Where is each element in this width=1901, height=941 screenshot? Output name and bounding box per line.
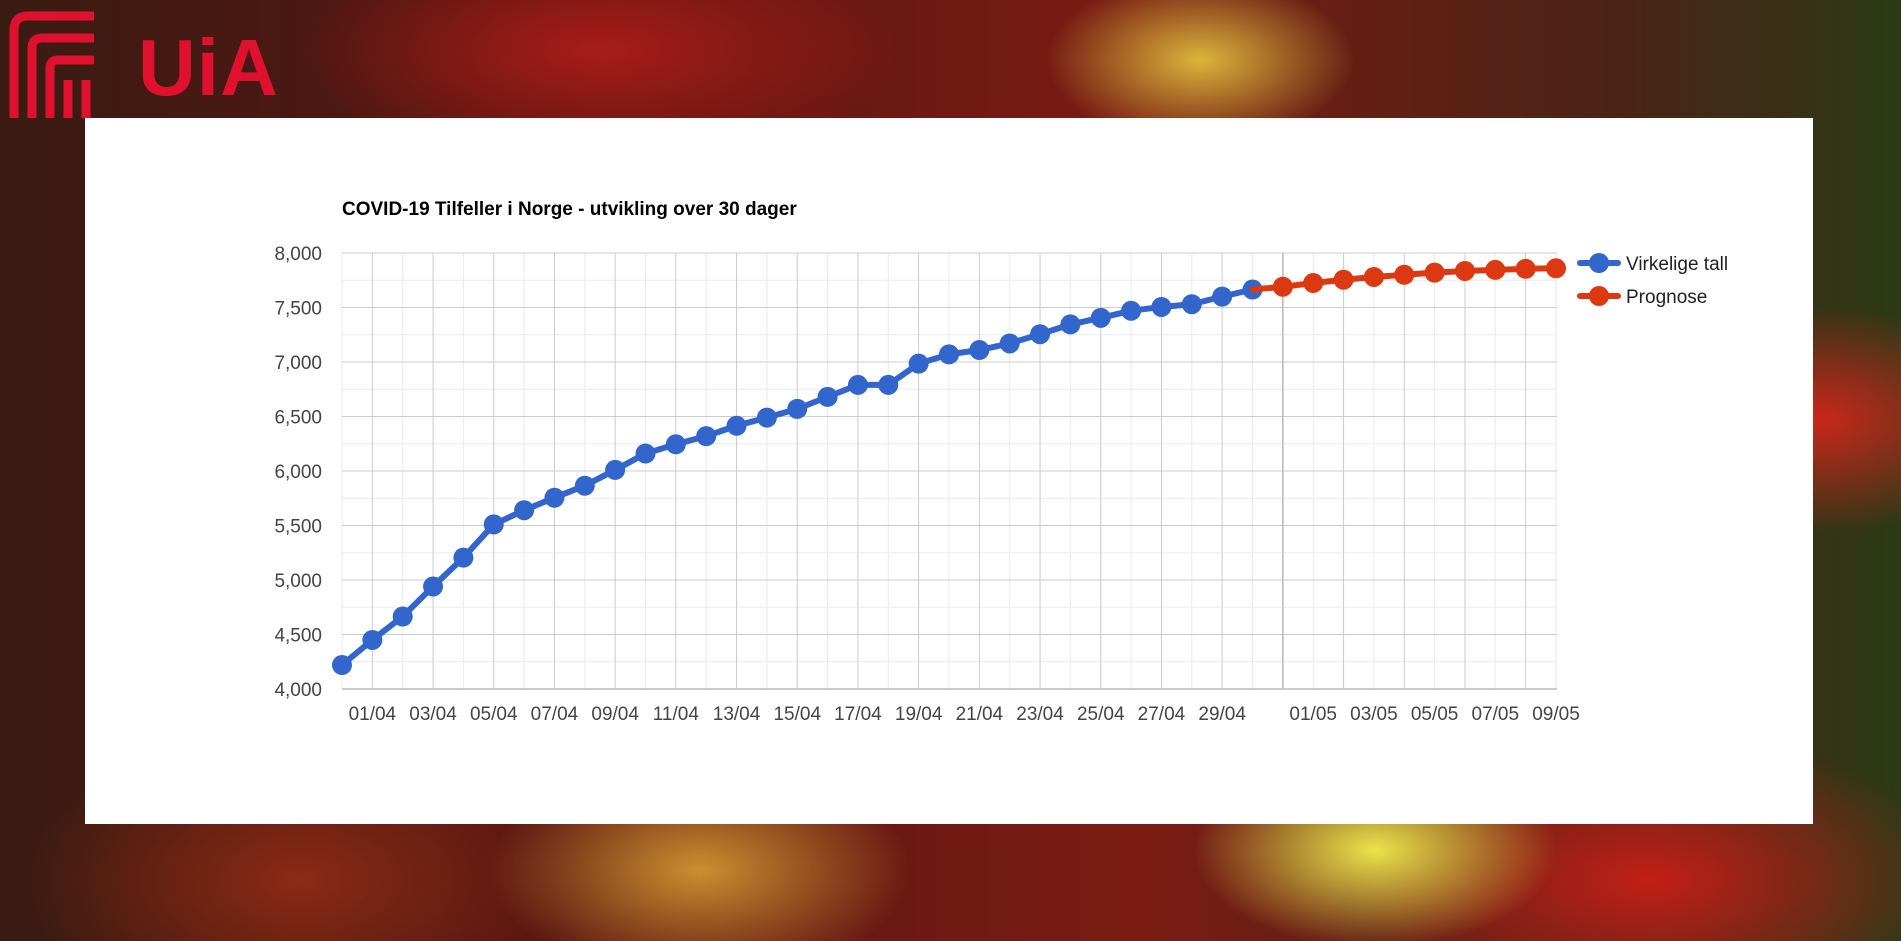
legend-label: Prognose [1626,287,1707,308]
x-tick-label: 03/05 [1350,704,1398,725]
series-layer [332,258,1566,676]
data-point [483,514,504,535]
x-tick-label: 17/04 [834,704,882,725]
legend-swatch-dot [1589,253,1609,273]
data-point [1030,324,1051,345]
y-tick-label: 4,500 [274,626,322,647]
data-point [1485,259,1506,280]
data-point [574,475,595,496]
data-point [392,606,413,627]
y-tick-label: 6,000 [274,462,322,483]
data-point [1181,294,1202,315]
data-point [1090,307,1111,328]
x-tick-label: 29/04 [1198,704,1246,725]
y-tick-label: 7,500 [274,299,322,320]
x-tick-label: 05/05 [1411,704,1459,725]
x-axis-ticks: 01/04 03/04 05/04 07/04 09/04 11/04 13/04 15/04… [349,704,1580,725]
series-line [1279,265,1559,290]
legend-swatch-dot [1589,286,1609,306]
x-tick-label: 13/04 [713,704,761,725]
data-point [1272,276,1293,297]
data-point [999,333,1020,354]
x-tick-label: 07/05 [1472,704,1520,725]
x-tick-label: 09/05 [1532,704,1580,725]
x-tick-label: 19/04 [895,704,943,725]
data-point [605,459,626,480]
data-point [817,386,838,407]
data-point [453,547,474,568]
x-tick-label: 27/04 [1138,704,1186,725]
legend-label: Virkelige tall [1626,254,1728,275]
data-point [969,340,990,361]
data-point [847,374,868,395]
x-tick-label: 11/04 [653,704,700,725]
data-point [544,487,565,508]
x-tick-label: 25/04 [1077,704,1125,725]
x-tick-label: 01/04 [349,704,397,725]
data-point [1394,264,1415,285]
legend: Virkelige tall Prognose [1577,253,1728,308]
data-point [939,344,959,365]
y-tick-label: 8,000 [274,244,322,265]
data-point [423,576,444,597]
uia-logo-text: UiA [138,23,279,112]
y-tick-label: 5,500 [274,517,322,538]
data-point [362,629,383,650]
uia-logo-mark [9,11,94,118]
y-tick-label: 6,500 [274,408,322,429]
data-point [635,443,656,464]
x-tick-label: 01/05 [1289,704,1337,725]
y-tick-label: 7,000 [274,353,322,374]
major-gridlines [342,252,1557,690]
data-point [332,655,352,676]
data-point [878,374,899,395]
data-point [1424,262,1445,283]
data-point [1515,258,1536,279]
data-point [1060,314,1081,335]
y-tick-label: 4,000 [274,680,322,701]
x-tick-label: 21/04 [956,704,1004,725]
data-point [908,353,929,374]
x-tick-label: 09/04 [591,704,639,725]
chart-title: COVID-19 Tilfeller i Norge - utvikling o… [342,199,797,220]
data-point [726,415,747,436]
uia-logo: UiA [8,8,288,120]
data-point [756,407,777,428]
data-point [787,398,808,419]
x-tick-label: 23/04 [1016,704,1064,725]
data-point [665,434,686,455]
data-point [514,500,535,521]
x-tick-label: 07/04 [531,704,579,725]
data-point [1151,296,1172,317]
y-tick-label: 5,000 [274,571,322,592]
data-point [696,426,717,447]
x-tick-label: 03/04 [409,704,457,725]
data-point [1454,260,1475,281]
data-point [1333,269,1354,290]
x-tick-label: 15/04 [773,704,821,725]
data-point [1212,286,1233,307]
data-point [1303,272,1324,293]
minor-gridlines [341,253,1557,689]
data-point [1546,258,1566,279]
x-tick-label: 05/04 [470,704,518,725]
y-axis-ticks: 4,000 4,500 5,000 5,500 6,000 6,500 7,000 7,500… [274,244,322,701]
data-point [1121,300,1142,321]
data-point [1363,266,1384,287]
